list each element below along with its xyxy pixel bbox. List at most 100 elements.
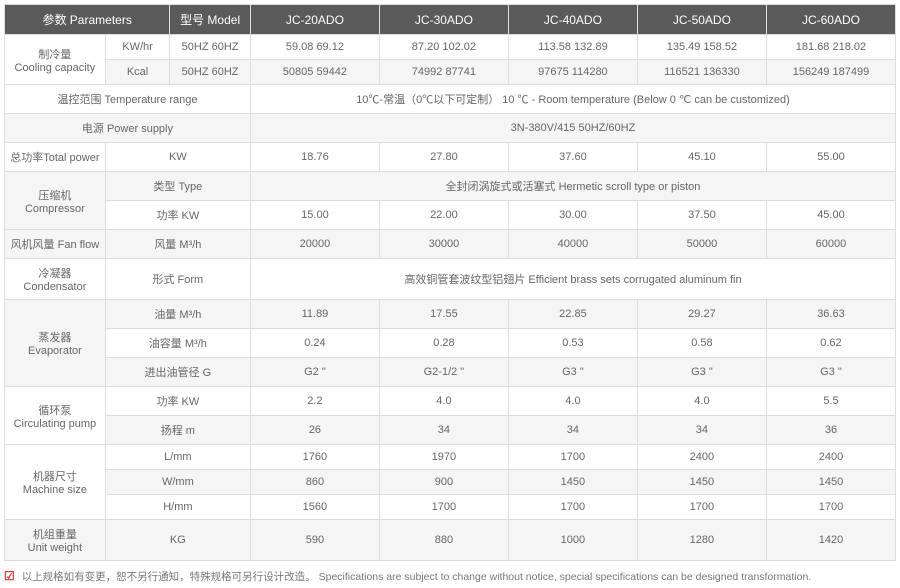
model-col-4: JC-60ADO [766,5,895,35]
table-row: 进出油管径 G G2 " G2-1/2 " G3 " G3 " G3 " [5,358,896,387]
table-row: 温控范围 Temperature range 10℃-常温（0℃以下可定制） 1… [5,85,896,114]
value-cell: 1700 [379,495,508,520]
table-row: 总功率Total power KW 18.76 27.80 37.60 45.1… [5,143,896,172]
value-cell: 156249 187499 [766,60,895,85]
value-cell: 1970 [379,445,508,470]
value-cell: 5.5 [766,387,895,416]
table-row: 机器尺寸 Machine size L/mm 1760 1970 1700 24… [5,445,896,470]
value-cell: 50000 [637,230,766,259]
unit-cell: 进出油管径 G [105,358,250,387]
value-cell: 4.0 [508,387,637,416]
value-cell: G2 " [250,358,379,387]
table-row: 功率 KW 15.00 22.00 30.00 37.50 45.00 [5,201,896,230]
value-span: 3N-380V/415 50HZ/60HZ [250,114,895,143]
value-cell: 1700 [508,495,637,520]
footer-note: ☑ 以上规格如有变更，恕不另行通知，特殊规格可另行设计改造。 Specifica… [4,569,896,584]
unit-cell: 风量 M³/h [105,230,250,259]
value-span: 全封闭涡旋式或活塞式 Hermetic scroll type or pisto… [250,172,895,201]
param-label: 电源 Power supply [5,114,251,143]
value-cell: 50805 59442 [250,60,379,85]
value-cell: 45.00 [766,201,895,230]
value-cell: 74992 87741 [379,60,508,85]
table-row: 蒸发器 Evaporator 油量 M³/h 11.89 17.55 22.85… [5,300,896,329]
table-row: 油容量 M³/h 0.24 0.28 0.53 0.58 0.62 [5,329,896,358]
value-cell: 1000 [508,520,637,561]
sub-cell: 50HZ 60HZ [170,35,251,60]
value-cell: 1700 [508,445,637,470]
table-row: W/mm 860 900 1450 1450 1450 [5,470,896,495]
model-col-0: JC-20ADO [250,5,379,35]
value-cell: 11.89 [250,300,379,329]
table-row: 机组重量 Unit weight KG 590 880 1000 1280 14… [5,520,896,561]
value-cell: 45.10 [637,143,766,172]
value-cell: 2.2 [250,387,379,416]
table-row: Kcal 50HZ 60HZ 50805 59442 74992 87741 9… [5,60,896,85]
value-span: 10℃-常温（0℃以下可定制） 10 ℃ - Room temperature … [250,85,895,114]
value-cell: 26 [250,416,379,445]
value-cell: G2-1/2 " [379,358,508,387]
model-col-3: JC-50ADO [637,5,766,35]
table-row: 风机风量 Fan flow 风量 M³/h 20000 30000 40000 … [5,230,896,259]
value-cell: 34 [508,416,637,445]
table-row: 循环泵 Circulating pump 功率 KW 2.2 4.0 4.0 4… [5,387,896,416]
value-cell: 900 [379,470,508,495]
param-label: 制冷量 Cooling capacity [5,35,106,85]
value-cell: 116521 136330 [637,60,766,85]
param-label: 总功率Total power [5,143,106,172]
value-cell: 20000 [250,230,379,259]
value-cell: 59.08 69.12 [250,35,379,60]
header-row: 参数 Parameters 型号 Model JC-20ADO JC-30ADO… [5,5,896,35]
value-cell: 27.80 [379,143,508,172]
param-label: 循环泵 Circulating pump [5,387,106,445]
value-cell: 1450 [508,470,637,495]
value-cell: 590 [250,520,379,561]
value-cell: G3 " [766,358,895,387]
value-cell: 1700 [637,495,766,520]
value-cell: 0.24 [250,329,379,358]
value-cell: 1280 [637,520,766,561]
value-cell: 1760 [250,445,379,470]
param-label: 冷凝器 Condensator [5,259,106,300]
param-label: 压缩机 Compressor [5,172,106,230]
value-cell: G3 " [508,358,637,387]
value-cell: 34 [637,416,766,445]
value-cell: 17.55 [379,300,508,329]
value-cell: 880 [379,520,508,561]
value-cell: 0.58 [637,329,766,358]
param-label: 风机风量 Fan flow [5,230,106,259]
value-cell: 1560 [250,495,379,520]
value-cell: 860 [250,470,379,495]
value-cell: 1700 [766,495,895,520]
value-cell: 34 [379,416,508,445]
value-cell: 40000 [508,230,637,259]
value-cell: 87.20 102.02 [379,35,508,60]
value-cell: 0.62 [766,329,895,358]
unit-cell: Kcal [105,60,170,85]
value-cell: 1450 [766,470,895,495]
unit-cell: 扬程 m [105,416,250,445]
unit-cell: 油量 M³/h [105,300,250,329]
value-cell: 36.63 [766,300,895,329]
unit-cell: 油容量 M³/h [105,329,250,358]
value-cell: 22.00 [379,201,508,230]
sub-cell: 50HZ 60HZ [170,60,251,85]
value-cell: 113.58 132.89 [508,35,637,60]
table-row: 电源 Power supply 3N-380V/415 50HZ/60HZ [5,114,896,143]
param-header: 参数 Parameters [5,5,170,35]
value-cell: 0.53 [508,329,637,358]
value-cell: 15.00 [250,201,379,230]
value-cell: 4.0 [379,387,508,416]
spec-table: 参数 Parameters 型号 Model JC-20ADO JC-30ADO… [4,4,896,561]
value-cell: 22.85 [508,300,637,329]
value-cell: 1450 [637,470,766,495]
value-cell: 18.76 [250,143,379,172]
checkmark-icon: ☑ [4,569,15,583]
footer-text: 以上规格如有变更，恕不另行通知，特殊规格可另行设计改造。 Specificati… [22,571,812,583]
model-col-1: JC-30ADO [379,5,508,35]
param-label: 蒸发器 Evaporator [5,300,106,387]
table-row: 冷凝器 Condensator 形式 Form 高效铜管套波纹型铝翅片 Effi… [5,259,896,300]
unit-cell: KG [105,520,250,561]
unit-cell: W/mm [105,470,250,495]
param-label: 温控范围 Temperature range [5,85,251,114]
unit-cell: KW [105,143,250,172]
